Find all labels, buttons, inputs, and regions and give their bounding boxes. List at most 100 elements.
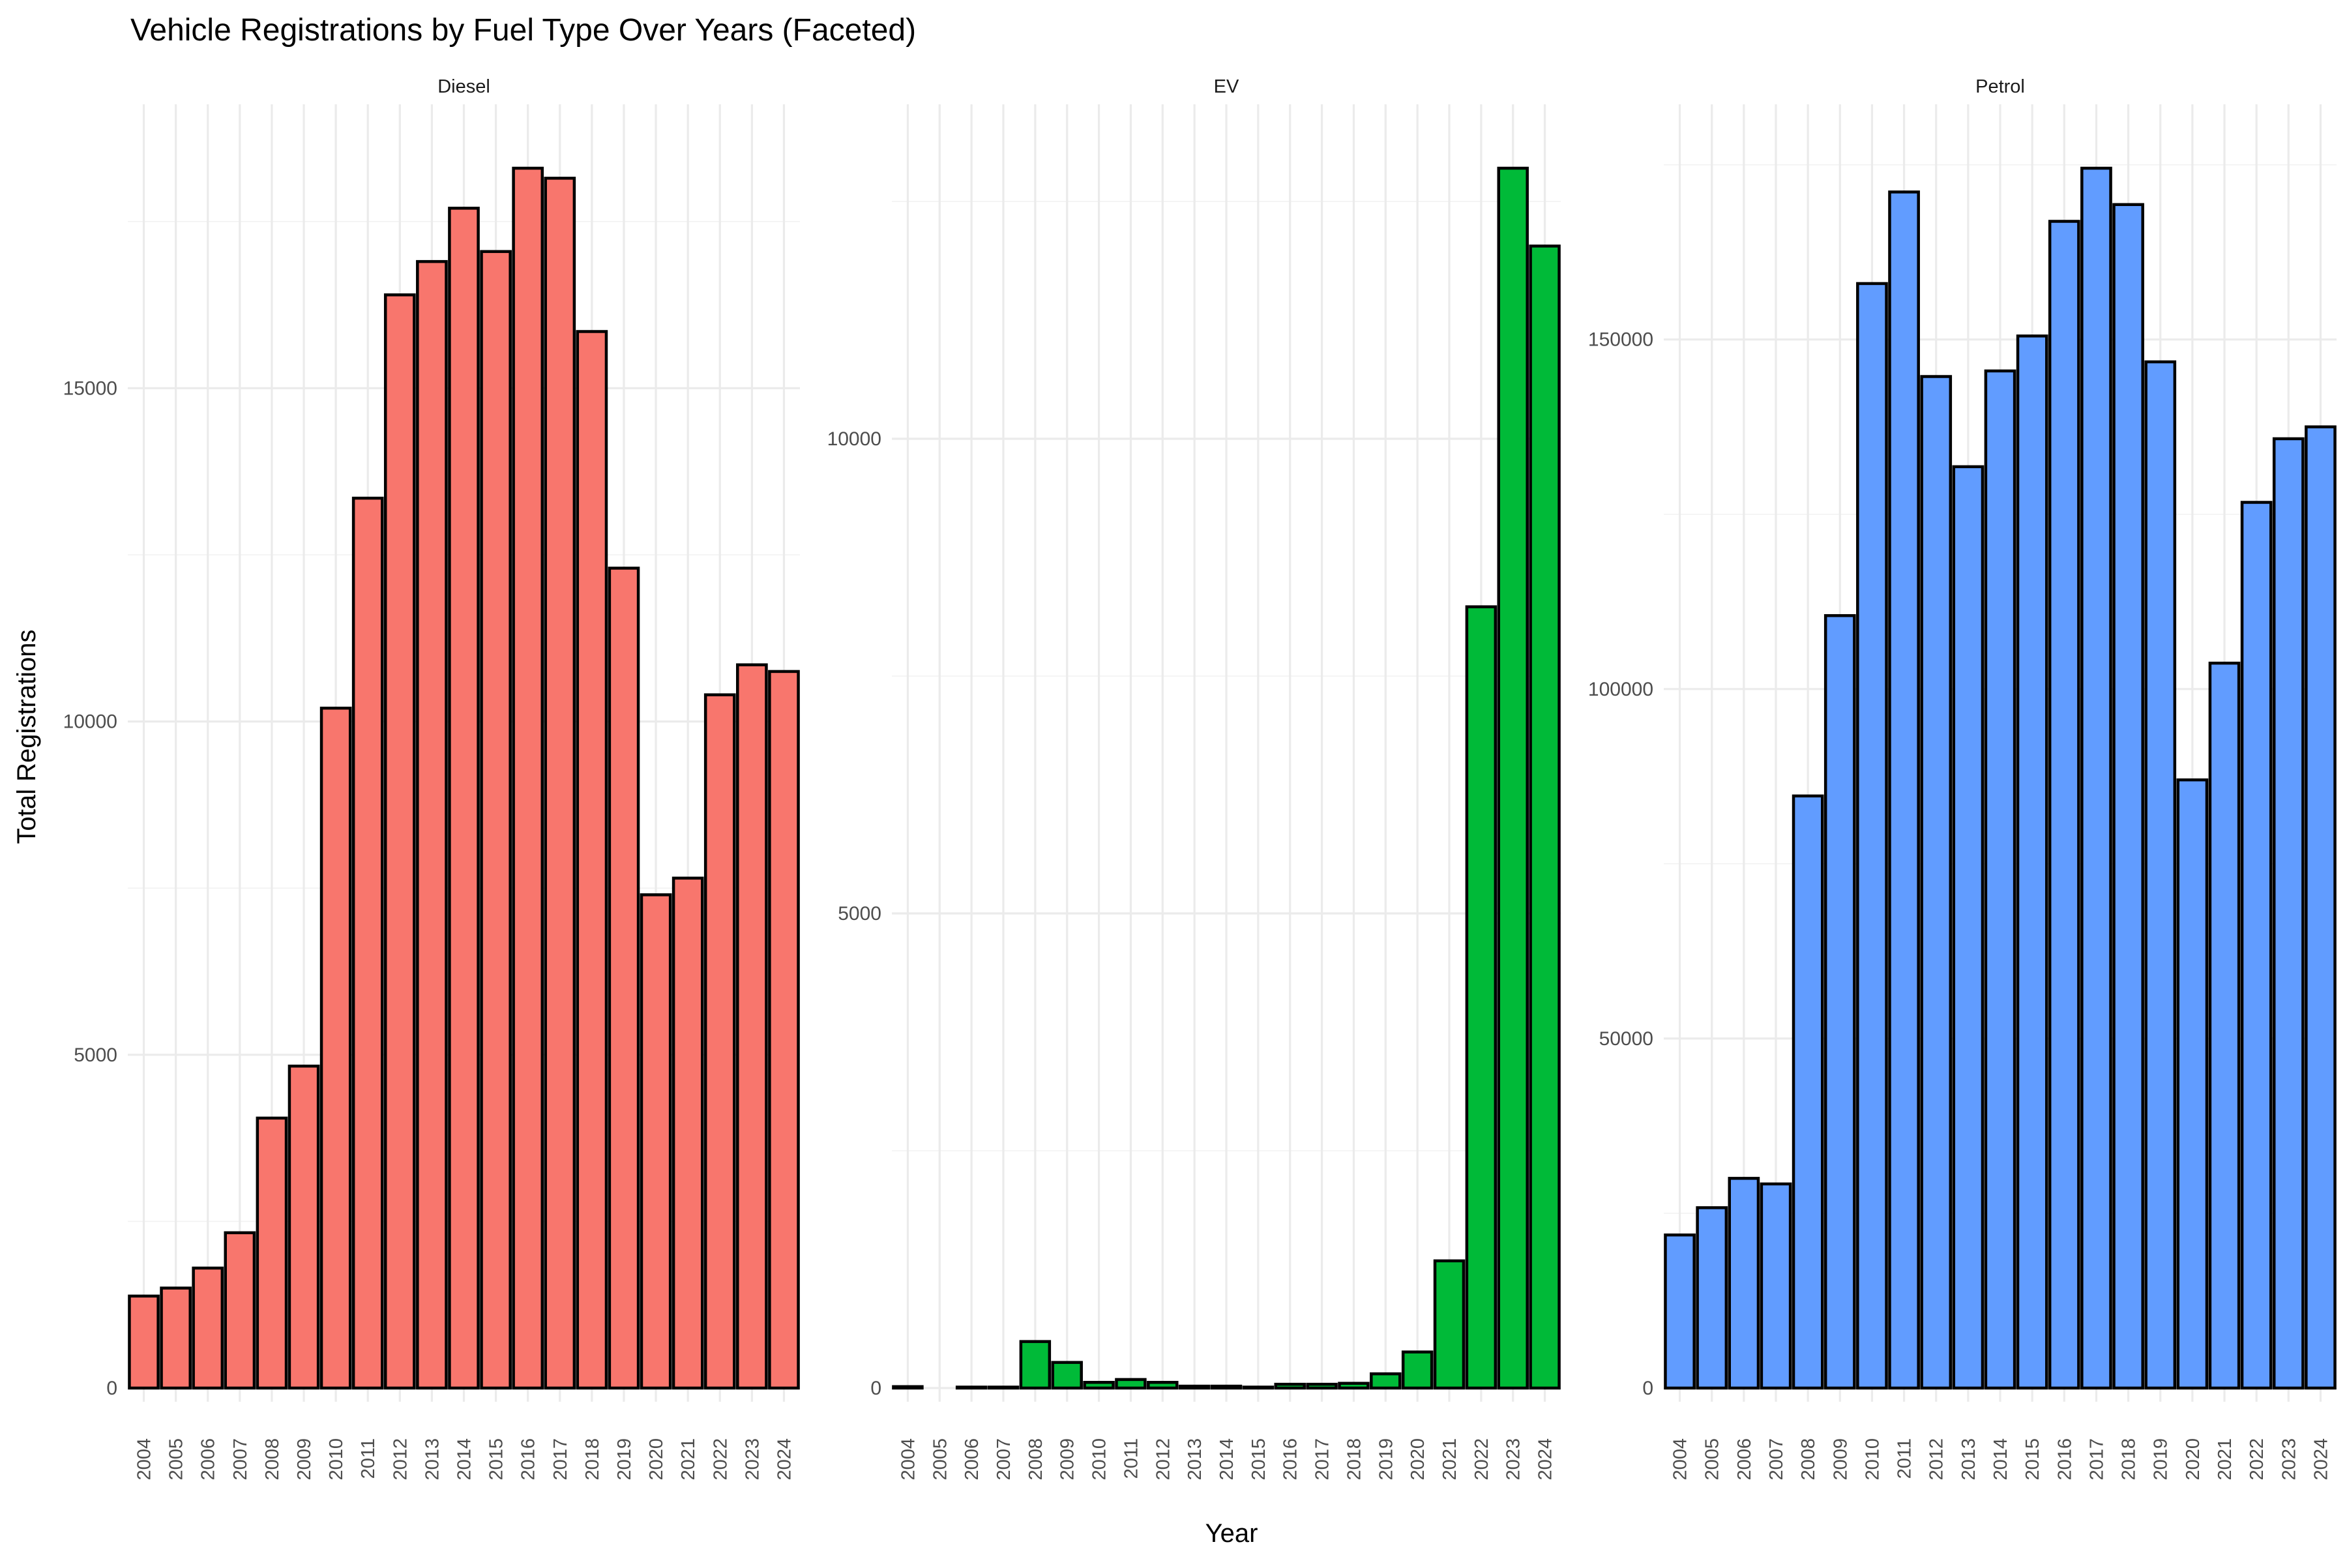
x-tick-label: 2009 [294,1438,315,1481]
bar-petrol-2006 [1728,1177,1760,1390]
bar-ev-2004 [892,1385,924,1390]
x-tick-label: 2017 [2086,1438,2107,1481]
x-tick-label: 2014 [1990,1438,2011,1481]
x-tick-label: 2004 [134,1438,155,1481]
bar-petrol-2021 [2208,661,2241,1390]
bar-diesel-2021 [672,876,704,1390]
x-tick-label: 2012 [1153,1438,1174,1481]
bar-diesel-2008 [256,1116,288,1390]
bar-ev-2008 [1019,1340,1052,1390]
x-tick-label: 2019 [2151,1438,2172,1481]
x-tick-label: 2024 [1535,1438,1556,1481]
bar-diesel-2010 [319,706,352,1390]
x-tick-label: 2009 [1830,1438,1851,1481]
bar-diesel-2023 [736,663,768,1390]
bar-diesel-2019 [608,567,640,1390]
x-tick-label: 2022 [710,1438,731,1481]
x-tick-label: 2008 [1026,1438,1046,1481]
x-axis-title: Year [1205,1519,1258,1548]
bar-ev-2017 [1306,1382,1338,1390]
x-tick-label: 2014 [454,1438,475,1481]
bar-petrol-2005 [1696,1206,1728,1390]
bar-diesel-2015 [480,250,512,1390]
x-tick-label: 2013 [1185,1438,1205,1481]
x-tick-label: 2011 [1895,1438,1915,1479]
bar-petrol-2020 [2176,778,2209,1390]
bar-ev-2024 [1529,244,1561,1390]
facet-panel-petrol: Petrol 0 50000 100000 150000 2004 2005 2006 2007… [1588,76,2337,1481]
bar-ev-2020 [1401,1350,1434,1390]
bar-diesel-2016 [512,166,544,1390]
y-tick-label: 10000 [827,428,881,450]
bar-ev-2021 [1433,1259,1466,1390]
x-tick-label: 2015 [2022,1438,2043,1481]
x-tick-label: 2012 [1926,1438,1947,1481]
bar-diesel-2007 [224,1231,256,1390]
x-tick-label: 2010 [1089,1438,1110,1481]
facet-strip-label: Diesel [437,76,490,97]
bar-petrol-2016 [2048,220,2080,1390]
bar-petrol-2009 [1823,614,1856,1390]
x-tick-label: 2020 [1408,1438,1428,1481]
facet-strip-label: EV [1214,76,1239,97]
bar-diesel-2017 [544,177,576,1390]
bar-ev-2019 [1370,1372,1402,1390]
y-axis-title: Total Registrations [12,629,41,844]
bar-petrol-2019 [2144,360,2177,1390]
x-tick-label: 2021 [1439,1438,1460,1481]
x-tick-label: 2006 [198,1438,219,1481]
y-tick-label: 15000 [63,377,117,399]
x-tick-label: 2009 [1057,1438,1078,1481]
x-tick-label: 2011 [1121,1438,1142,1479]
bar-petrol-2010 [1856,282,1888,1390]
x-tick-label: 2022 [1471,1438,1492,1481]
bar-diesel-2006 [192,1266,224,1390]
bar-ev-2016 [1274,1382,1306,1390]
bar-petrol-2008 [1792,794,1824,1390]
x-tick-label: 2010 [1862,1438,1883,1481]
x-tick-label: 2013 [1958,1438,1979,1481]
bar-diesel-2012 [383,293,416,1390]
bar-ev-2023 [1497,166,1529,1390]
x-tick-label: 2014 [1217,1438,1237,1481]
y-tick-label: 0 [870,1378,881,1399]
x-tick-label: 2018 [2119,1438,2140,1481]
x-tick-label: 2023 [742,1438,763,1481]
facet-panel-ev: EV 0 5000 10000 2004 2005 2006 2007 2008 2009 2010… [827,76,1561,1481]
x-tick-label: 2024 [774,1438,795,1481]
x-tick-label: 2019 [1376,1438,1396,1481]
bar-petrol-2024 [2305,425,2337,1390]
x-tick-label: 2020 [2183,1438,2204,1481]
bar-petrol-2011 [1888,190,1920,1390]
x-tick-label: 2017 [1312,1438,1333,1481]
x-tick-label: 2004 [898,1438,919,1481]
x-tick-label: 2010 [326,1438,347,1481]
bar-petrol-2018 [2112,203,2144,1390]
x-tick-label: 2021 [2215,1438,2236,1481]
x-tick-label: 2006 [962,1438,982,1481]
x-tick-label: 2018 [582,1438,603,1481]
x-tick-label: 2020 [646,1438,667,1481]
chart-title: Vehicle Registrations by Fuel Type Over … [130,13,916,48]
x-tick-label: 2019 [614,1438,635,1481]
bar-diesel-2024 [768,670,800,1390]
bar-ev-2015 [1242,1385,1275,1390]
bar-diesel-2011 [351,496,384,1390]
bar-ev-2011 [1115,1378,1147,1390]
x-tick-label: 2005 [166,1438,187,1481]
bar-diesel-2014 [448,207,480,1390]
y-tick-label: 50000 [1599,1028,1653,1050]
x-tick-label: 2021 [678,1438,699,1481]
x-tick-label: 2018 [1344,1438,1365,1481]
x-tick-label: 2015 [486,1438,507,1481]
x-tick-label: 2015 [1248,1438,1269,1481]
bar-petrol-2023 [2272,437,2305,1390]
x-tick-label: 2005 [1702,1438,1723,1481]
bar-petrol-2014 [1984,369,2016,1390]
y-tick-label: 0 [1642,1378,1653,1399]
bar-petrol-2007 [1760,1182,1792,1390]
bar-diesel-2013 [416,259,448,1390]
y-tick-label: 10000 [63,711,117,733]
y-tick-label: 100000 [1588,679,1653,700]
